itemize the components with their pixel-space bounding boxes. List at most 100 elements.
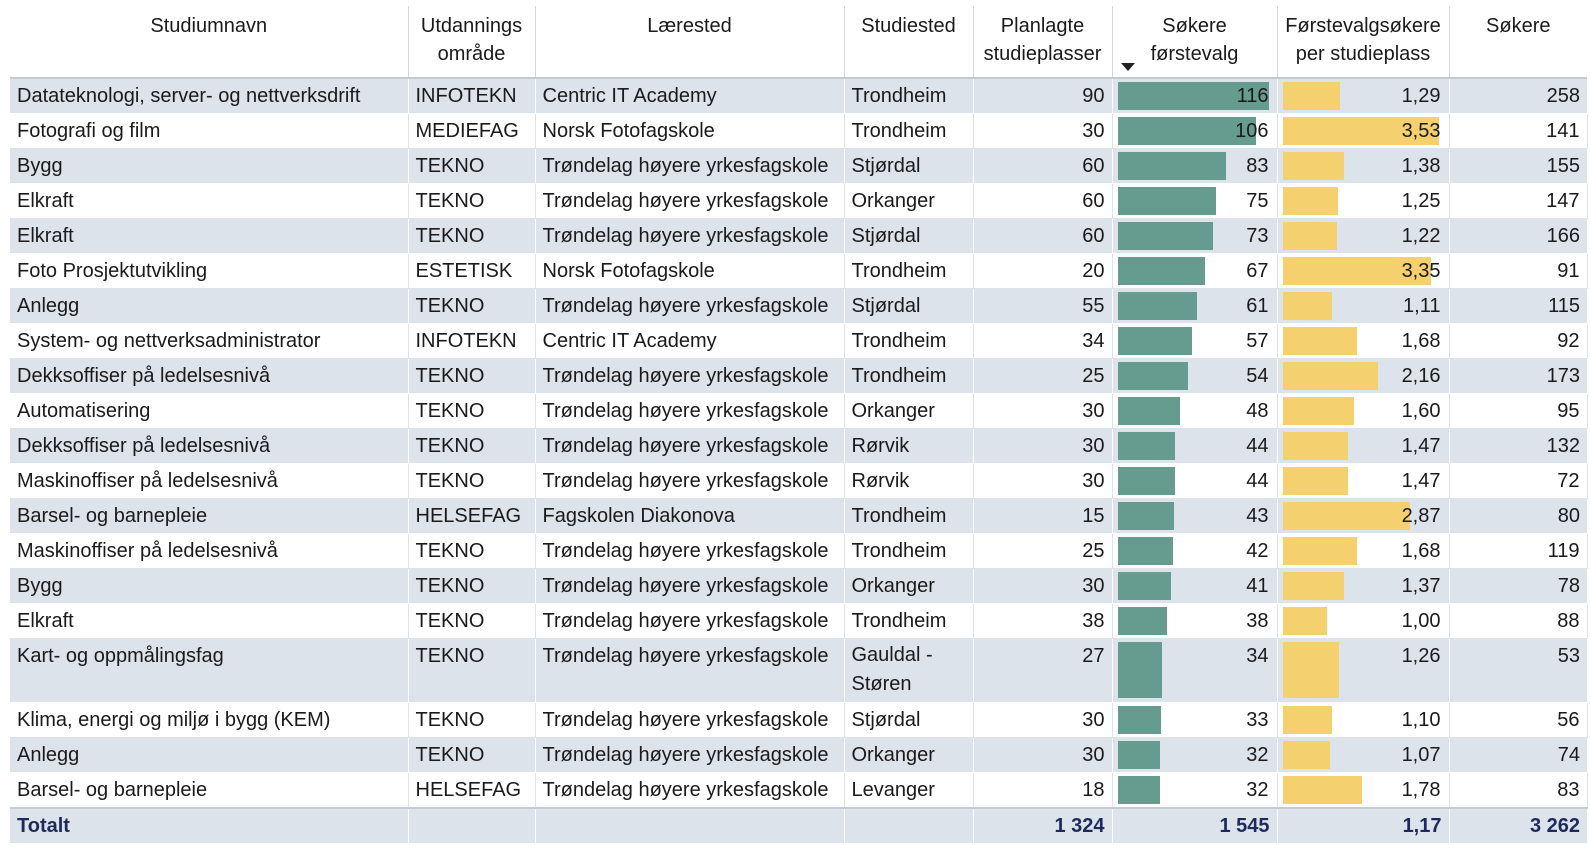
first-choice-bar <box>1117 642 1162 698</box>
cell-study-name: Automatisering <box>10 393 409 429</box>
cell-first-choice: 106 <box>1112 113 1278 149</box>
cell-location: Trondheim <box>844 603 974 639</box>
table-row[interactable]: Maskinoffiser på ledelsesnivå TEKNO Trønde… <box>10 533 1588 569</box>
table-row[interactable]: Fotografi og film MEDIEFAG Norsk Fotofagsk… <box>10 113 1588 149</box>
total-applicants: 3 262 <box>1449 807 1587 844</box>
study-table-container: Studiumnavn Utdannings område Lærested S… <box>10 6 1588 844</box>
first-choice-bar <box>1117 607 1167 635</box>
cell-institution: Trøndelag høyere yrkesfagskole <box>535 183 845 219</box>
cell-ratio: 3,35 <box>1277 253 1450 289</box>
ratio-bar <box>1282 467 1348 495</box>
cell-places: 30 <box>973 463 1113 499</box>
table-row[interactable]: Dekksoffiser på ledelsesnivå TEKNO Trøndel… <box>10 358 1587 394</box>
table-row[interactable]: Datateknologi, server- og nettverksdrift… <box>10 78 1587 114</box>
table-row[interactable]: Kart- og oppmålingsfag TEKNO Trøndelag høy… <box>10 638 1587 703</box>
cell-places: 30 <box>973 113 1113 149</box>
cell-places: 30 <box>973 393 1113 429</box>
cell-institution: Norsk Fotofagskole <box>535 253 845 289</box>
cell-first-choice: 32 <box>1112 772 1278 809</box>
ratio-bar <box>1282 741 1330 769</box>
cell-location: Stjørdal <box>844 288 974 324</box>
table-row[interactable]: Bygg TEKNO Trøndelag høyere yrkesfagskole O… <box>10 568 1587 604</box>
cell-area: TEKNO <box>408 737 536 773</box>
cell-places: 60 <box>973 148 1113 184</box>
cell-applicants: 155 <box>1449 148 1587 184</box>
first-choice-bar <box>1117 706 1161 734</box>
cell-applicants: 258 <box>1449 78 1587 114</box>
cell-first-choice: 75 <box>1112 183 1278 219</box>
cell-first-choice: 32 <box>1112 737 1278 773</box>
column-header-name[interactable]: Studiumnavn <box>10 6 409 78</box>
ratio-value: 2,16 <box>1401 365 1441 387</box>
cell-first-choice: 67 <box>1112 253 1278 289</box>
cell-study-name: Kart- og oppmålingsfag <box>10 638 409 703</box>
column-header-location[interactable]: Studiested <box>844 6 974 78</box>
table-row[interactable]: System- og nettverksadministrator INFOTEK… <box>10 323 1588 359</box>
column-header-places[interactable]: Planlagte studieplasser <box>973 6 1113 78</box>
ratio-value: 1,26 <box>1401 645 1441 667</box>
cell-places: 38 <box>973 603 1113 639</box>
cell-applicants: 72 <box>1449 463 1588 499</box>
column-header-institution[interactable]: Lærested <box>535 6 845 78</box>
cell-institution: Trøndelag høyere yrkesfagskole <box>535 358 845 394</box>
cell-places: 25 <box>973 533 1113 569</box>
ratio-bar <box>1282 152 1344 180</box>
total-ratio: 1,17 <box>1277 807 1450 844</box>
column-header-ratio[interactable]: Førstevalgsøkere per studieplass <box>1277 6 1450 78</box>
cell-first-choice: 44 <box>1112 463 1278 499</box>
cell-applicants: 166 <box>1449 218 1587 254</box>
table-row[interactable]: Foto Prosjektutvikling ESTETISK Norsk Foto… <box>10 253 1588 289</box>
cell-applicants: 141 <box>1449 113 1588 149</box>
cell-study-name: Anlegg <box>10 288 409 324</box>
ratio-bar <box>1282 82 1340 110</box>
cell-location: Trondheim <box>844 253 974 289</box>
table-row[interactable]: Elkraft TEKNO Trøndelag høyere yrkesfagsko… <box>10 603 1588 639</box>
cell-institution: Trøndelag høyere yrkesfagskole <box>535 288 845 324</box>
first-choice-value: 48 <box>1246 400 1269 422</box>
ratio-bar <box>1282 642 1339 698</box>
cell-study-name: Dekksoffiser på ledelsesnivå <box>10 428 409 464</box>
cell-area: HELSEFAG <box>408 498 536 534</box>
table-row[interactable]: Elkraft TEKNO Trøndelag høyere yrkesfagsko… <box>10 183 1588 219</box>
cell-places: 25 <box>973 358 1113 394</box>
header-row: Studiumnavn Utdannings område Lærested S… <box>10 6 1587 78</box>
total-places: 1 324 <box>973 807 1113 844</box>
cell-area: TEKNO <box>408 358 536 394</box>
cell-applicants: 74 <box>1449 737 1587 773</box>
table-row[interactable]: Maskinoffiser på ledelsesnivå TEKNO Trønde… <box>10 463 1588 499</box>
cell-area: INFOTEKN <box>408 78 536 114</box>
ratio-bar <box>1282 292 1332 320</box>
column-header-applicants[interactable]: Søkere <box>1486 15 1551 37</box>
cell-location: Orkanger <box>844 183 974 219</box>
cell-places: 34 <box>973 323 1113 359</box>
cell-area: TEKNO <box>408 638 536 703</box>
table-row[interactable]: Anlegg TEKNO Trøndelag høyere yrkesfagskol… <box>10 737 1587 773</box>
table-row[interactable]: Automatisering TEKNO Trøndelag høyere yrke… <box>10 393 1588 429</box>
table-row[interactable]: Dekksoffiser på ledelsesnivå TEKNO Trøndel… <box>10 428 1587 464</box>
cell-ratio: 1,00 <box>1277 603 1450 639</box>
ratio-bar <box>1282 327 1357 355</box>
first-choice-bar <box>1117 327 1192 355</box>
cell-places: 27 <box>973 638 1113 703</box>
ratio-value: 1,00 <box>1401 610 1441 632</box>
table-row[interactable]: Anlegg TEKNO Trøndelag høyere yrkesfagskol… <box>10 288 1587 324</box>
cell-study-name: Bygg <box>10 568 409 604</box>
ratio-value: 1,29 <box>1401 85 1441 107</box>
first-choice-value: 34 <box>1246 645 1269 667</box>
table-row[interactable]: Bygg TEKNO Trøndelag høyere yrkesfagskole S… <box>10 148 1587 184</box>
table-row[interactable]: Elkraft TEKNO Trøndelag høyere yrkesfagsko… <box>10 218 1587 254</box>
first-choice-bar <box>1117 537 1173 565</box>
cell-location: Rørvik <box>844 428 974 464</box>
cell-study-name: Elkraft <box>10 603 409 639</box>
cell-area: TEKNO <box>408 568 536 604</box>
table-row[interactable]: Barsel- og barnepleie HELSEFAG Fagskolen D… <box>10 498 1587 534</box>
table-row[interactable]: Klima, energi og miljø i bygg (KEM) TEKNO… <box>10 702 1588 738</box>
column-header-area[interactable]: Utdannings område <box>408 6 536 78</box>
first-choice-value: 73 <box>1246 225 1269 247</box>
cell-area: TEKNO <box>408 603 536 639</box>
table-row[interactable]: Barsel- og barnepleie HELSEFAG Trøndelag h… <box>10 772 1588 809</box>
cell-area: TEKNO <box>408 702 536 738</box>
column-header-first-choice[interactable]: Søkere førstevalg <box>1112 6 1278 78</box>
cell-institution: Trøndelag høyere yrkesfagskole <box>535 393 845 429</box>
sort-descending-icon[interactable] <box>1120 63 1135 71</box>
